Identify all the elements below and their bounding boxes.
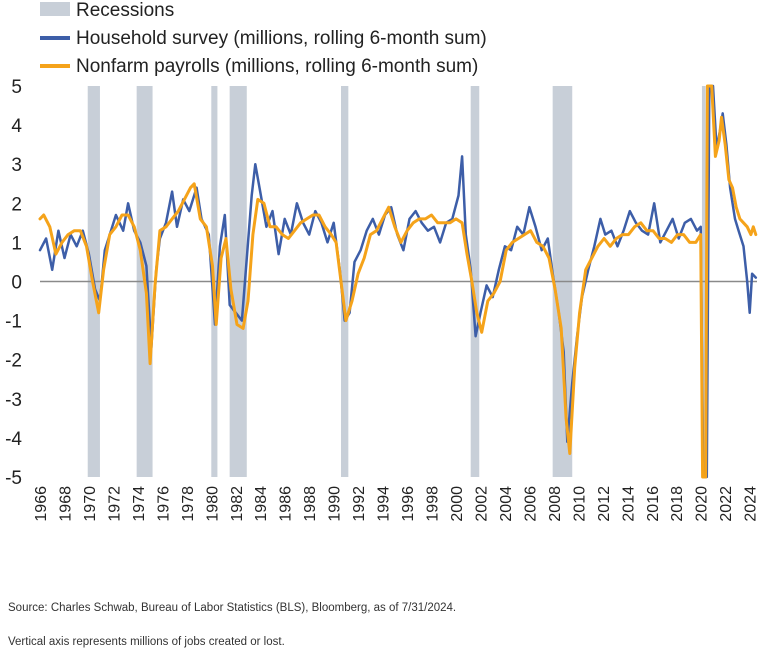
x-tick-label: 2024 [743, 486, 760, 522]
y-tick-label: -5 [5, 468, 22, 489]
x-tick-label: 2006 [522, 486, 539, 522]
y-tick-label: 2 [11, 194, 22, 215]
x-tick-label: 2020 [694, 486, 711, 522]
x-tick-label: 2010 [571, 486, 588, 522]
y-tick-label: 1 [11, 233, 22, 254]
y-tick-label: 0 [11, 273, 22, 294]
x-tick-label: 1986 [278, 486, 295, 522]
x-tick-label: 2000 [449, 486, 466, 522]
y-tick-label: 3 [11, 155, 22, 176]
y-tick-label: -1 [5, 312, 22, 333]
household-survey-line [38, 84, 758, 479]
x-tick-label: 1990 [327, 486, 344, 522]
legend: Recessions Household survey (millions, r… [40, 0, 487, 77]
legend-recessions-swatch [40, 2, 70, 16]
x-tick-label: 1966 [33, 486, 50, 522]
x-tick-label: 1968 [57, 486, 74, 522]
legend-household-label: Household survey (millions, rolling 6-mo… [76, 28, 487, 49]
x-tick-label: 1970 [82, 486, 99, 522]
x-tick-label: 1998 [425, 486, 442, 522]
series-lines [38, 84, 758, 479]
y-tick-label: 5 [11, 77, 22, 98]
x-tick-label: 2008 [547, 486, 564, 522]
y-tick-label: -3 [5, 390, 22, 411]
x-tick-label: 1974 [131, 486, 148, 522]
y-tick-label: -4 [5, 429, 22, 450]
x-tick-label: 1976 [155, 486, 172, 522]
x-tick-label: 1992 [351, 486, 368, 522]
legend-nonfarm-label: Nonfarm payrolls (millions, rolling 6-mo… [76, 56, 478, 77]
x-tick-label: 1972 [106, 486, 123, 522]
x-tick-label: 2018 [669, 486, 686, 522]
x-tick-label: 1982 [229, 486, 246, 522]
x-tick-label: 1996 [400, 486, 417, 522]
legend-recessions-label: Recessions [76, 0, 174, 21]
x-tick-label: 2014 [620, 486, 637, 522]
x-tick-label: 1984 [253, 486, 270, 522]
x-tick-label: 1988 [302, 486, 319, 522]
x-tick-label: 2004 [498, 486, 515, 522]
x-tick-label: 1994 [376, 486, 393, 522]
y-tick-label: -2 [5, 351, 22, 372]
y-tick-label: 4 [11, 116, 22, 137]
x-tick-label: 1980 [204, 486, 221, 522]
axis-note: Vertical axis represents millions of job… [8, 636, 285, 648]
x-tick-label: 1978 [180, 486, 197, 522]
axes: 5 4 3 2 1 0 -1 -2 -3 -4 -5 1966 1968 1970 1972 1974 1976… [5, 77, 760, 522]
source-note: Source: Charles Schwab, Bureau of Labor … [8, 602, 457, 614]
x-tick-label: 2022 [718, 486, 735, 522]
x-tick-label: 2002 [473, 486, 490, 522]
nonfarm-payrolls-line [38, 84, 758, 479]
x-tick-label: 2012 [596, 486, 613, 522]
x-tick-label: 2016 [645, 486, 662, 522]
